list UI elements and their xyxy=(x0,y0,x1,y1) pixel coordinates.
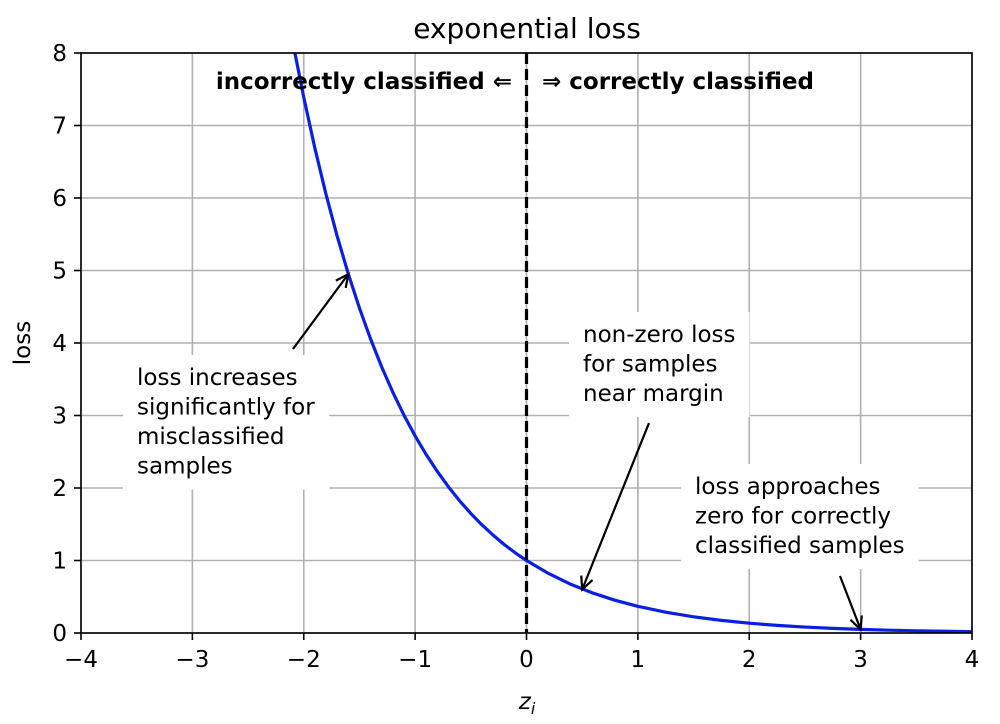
annotation-text: loss approaches zero for correctly classif… xyxy=(695,474,905,559)
annotation-box xyxy=(123,355,330,490)
annotation-boxes xyxy=(123,312,919,569)
annotation-arrow xyxy=(581,422,651,590)
x-axis-label-sub: i xyxy=(531,699,536,718)
annotation-text: non-zero loss for samples near margin xyxy=(583,322,736,407)
x-tick-label: 2 xyxy=(742,647,757,673)
y-tick-label: 0 xyxy=(52,621,67,647)
y-tick-label: 1 xyxy=(52,549,67,575)
annotation-line: non-zero loss xyxy=(583,322,736,348)
annotation-line: loss approaches xyxy=(695,474,881,500)
ticks: −4 −3 −2 −1 0 1 2 3 4 0 1 2 3 4 5 6 7 8 xyxy=(52,41,979,673)
chart-title: exponential loss xyxy=(413,12,641,45)
series-layer xyxy=(293,52,973,634)
annotation-box xyxy=(569,312,750,417)
annotation-text: loss increases significantly for misclassi… xyxy=(137,365,315,480)
y-tick-label: 6 xyxy=(52,186,67,212)
y-axis-label: loss xyxy=(10,321,36,365)
x-tick-label: −1 xyxy=(398,647,432,673)
annotation-line: samples xyxy=(137,454,233,480)
annotation-line: loss increases xyxy=(137,365,298,391)
annotation-arrow xyxy=(292,273,350,350)
region-label-correct: ⇒ correctly classified xyxy=(542,69,814,95)
annotation-arrowhead xyxy=(849,615,863,632)
annotation-line: near margin xyxy=(583,381,724,407)
y-tick-label: 4 xyxy=(52,331,67,357)
x-tick-label: 0 xyxy=(519,647,534,673)
region-label-incorrect: incorrectly classified ⇐ xyxy=(216,69,512,95)
x-tick-label: −3 xyxy=(175,647,209,673)
x-tick-label: 4 xyxy=(965,647,980,673)
y-tick-label: 3 xyxy=(52,404,67,430)
y-tick-label: 7 xyxy=(52,114,67,140)
annotation-box xyxy=(681,464,919,569)
annotation-arrow xyxy=(838,575,862,630)
x-tick-label: −4 xyxy=(64,647,98,673)
y-tick-label: 8 xyxy=(52,41,67,67)
y-tick-label: 2 xyxy=(52,476,67,502)
annotation-arrowhead xyxy=(580,575,594,592)
x-axis-label-main: z xyxy=(518,689,532,715)
x-tick-label: 1 xyxy=(631,647,646,673)
x-tick-label: −2 xyxy=(287,647,321,673)
x-tick-label: 3 xyxy=(853,647,868,673)
series-line xyxy=(293,52,973,634)
annotation-line: significantly for xyxy=(137,395,315,421)
annotation-line: for samples xyxy=(583,352,718,378)
annotation-arrowhead xyxy=(335,272,350,289)
x-axis-label: zi xyxy=(518,689,536,718)
y-tick-label: 5 xyxy=(52,259,67,285)
annotation-line: misclassified xyxy=(137,424,285,450)
annotation-line: classified samples xyxy=(695,533,905,559)
annotation-layer: loss increases significantly for misclassi… xyxy=(137,272,905,632)
annotation-line: zero for correctly xyxy=(695,504,891,530)
